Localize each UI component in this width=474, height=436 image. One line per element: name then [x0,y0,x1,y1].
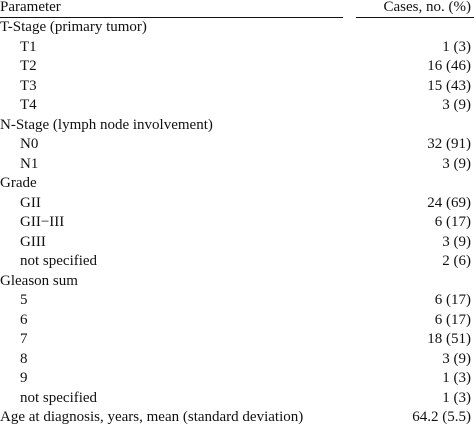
header-rule-right [356,17,474,18]
row-label: T1 [20,38,37,55]
row-label: 7 [20,331,28,347]
table-header-row: Parameter Cases, no. (%) [0,0,474,18]
row-value: 3 (9) [442,233,471,250]
row-value: 3 (9) [442,155,471,172]
table-row: GIII 3 (9) [0,233,474,253]
table-row: T1 1 (3) [0,38,474,58]
row-value: 64.2 (5.5) [412,409,471,425]
table-row: N0 32 (91) [0,135,474,155]
table-section-row: T-Stage (primary tumor) [0,18,474,38]
row-value: 1 (3) [442,38,471,55]
row-value: 16 (46) [427,58,471,74]
row-label: T4 [20,97,37,113]
row-label: Grade [0,175,37,191]
row-value: 6 (17) [434,214,471,230]
row-label: N1 [20,155,39,172]
row-label: not specified [20,253,98,269]
row-label: 8 [20,350,28,367]
row-label: T2 [20,58,37,74]
table-row: N1 3 (9) [0,155,474,175]
row-value: 18 (51) [427,331,471,347]
table-section-row: N-Stage (lymph node involvement) [0,116,474,136]
table-row: not specified 2 (6) [0,252,474,272]
row-label: T3 [20,77,37,94]
table-body: T-Stage (primary tumor) T1 1 (3) T2 16 (46) T… [0,18,474,428]
row-value: 1 (3) [442,389,471,406]
row-label: 5 [20,292,28,308]
row-label: 9 [20,370,28,386]
cases-column-header: Cases, no. (%) [383,0,471,15]
row-label: Gleason sum [0,272,78,289]
row-label: Age at diagnosis, years, mean (standard … [0,409,304,425]
row-label: GII−III [20,214,65,230]
row-value: 24 (69) [427,194,471,211]
table-row: 8 3 (9) [0,350,474,370]
table-row: not specified 1 (3) [0,389,474,409]
row-label: not specified [20,389,98,406]
row-value: 15 (43) [427,77,471,94]
row-label: T-Stage (primary tumor) [0,19,147,35]
table-row: GII 24 (69) [0,194,474,214]
parameter-column-header: Parameter [0,0,61,15]
table-section-row: Gleason sum [0,272,474,292]
table-row: 6 6 (17) [0,311,474,331]
row-value: 6 (17) [434,311,471,328]
table-row: 7 18 (51) [0,330,474,350]
row-label: GIII [20,233,46,250]
row-label: 6 [20,311,28,328]
table-row: GII−III 6 (17) [0,213,474,233]
row-value: 32 (91) [427,136,471,152]
table-section-row: Grade [0,174,474,194]
table-row: 5 6 (17) [0,291,474,311]
table-section-row: Age at diagnosis, years, mean (standard … [0,408,474,428]
table-row: T4 3 (9) [0,96,474,116]
row-value: 3 (9) [442,350,471,367]
table-row: T2 16 (46) [0,57,474,77]
row-label: N0 [20,136,39,152]
row-label: GII [20,194,41,211]
table-row: T3 15 (43) [0,77,474,97]
row-value: 2 (6) [442,253,471,269]
header-rule-left [0,17,343,18]
table-row: 9 1 (3) [0,369,474,389]
row-label: N-Stage (lymph node involvement) [0,116,213,133]
row-value: 1 (3) [442,370,471,386]
row-value: 3 (9) [442,97,471,113]
row-value: 6 (17) [434,292,471,308]
